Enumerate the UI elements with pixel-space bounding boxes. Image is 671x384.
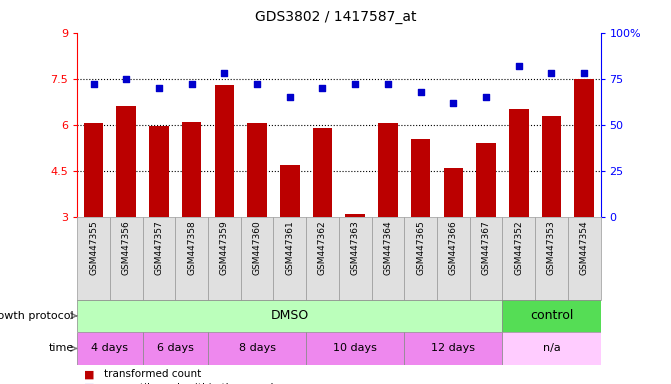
Text: GSM447364: GSM447364 — [383, 220, 393, 275]
Bar — [280, 165, 299, 217]
Text: ■: ■ — [84, 369, 95, 379]
Point — [317, 85, 328, 91]
Point — [546, 70, 557, 76]
Text: ■: ■ — [84, 383, 95, 384]
FancyBboxPatch shape — [339, 217, 372, 300]
Text: transformed count: transformed count — [104, 369, 201, 379]
Point — [448, 99, 459, 106]
FancyBboxPatch shape — [241, 217, 274, 300]
Bar — [541, 116, 561, 217]
Text: GSM447357: GSM447357 — [154, 220, 164, 275]
Text: DMSO: DMSO — [270, 310, 309, 322]
FancyBboxPatch shape — [77, 217, 110, 300]
Point — [382, 81, 393, 87]
Bar — [503, 332, 601, 365]
Text: 6 days: 6 days — [157, 343, 194, 354]
Point — [252, 81, 262, 87]
Text: growth protocol: growth protocol — [0, 311, 74, 321]
FancyBboxPatch shape — [142, 217, 175, 300]
Bar — [378, 123, 398, 217]
Bar — [77, 300, 503, 332]
Text: GSM447366: GSM447366 — [449, 220, 458, 275]
Bar — [574, 79, 594, 217]
Bar — [503, 300, 601, 332]
FancyBboxPatch shape — [568, 217, 601, 300]
Text: n/a: n/a — [543, 343, 560, 354]
FancyBboxPatch shape — [470, 217, 503, 300]
Text: 10 days: 10 days — [333, 343, 377, 354]
Bar — [444, 168, 463, 217]
Bar — [306, 332, 404, 365]
FancyBboxPatch shape — [274, 217, 306, 300]
Text: GSM447355: GSM447355 — [89, 220, 98, 275]
FancyBboxPatch shape — [306, 217, 339, 300]
Point — [513, 63, 524, 69]
Point — [415, 89, 426, 95]
FancyBboxPatch shape — [110, 217, 142, 300]
FancyBboxPatch shape — [503, 217, 535, 300]
Bar — [84, 123, 103, 217]
Bar — [313, 128, 332, 217]
Bar — [476, 143, 496, 217]
Text: GSM447362: GSM447362 — [318, 220, 327, 275]
FancyBboxPatch shape — [404, 217, 437, 300]
Point — [285, 94, 295, 100]
Bar — [182, 122, 201, 217]
Text: GSM447365: GSM447365 — [416, 220, 425, 275]
FancyBboxPatch shape — [372, 217, 404, 300]
Bar — [149, 126, 169, 217]
Bar — [215, 85, 234, 217]
Text: GSM447358: GSM447358 — [187, 220, 196, 275]
FancyBboxPatch shape — [437, 217, 470, 300]
FancyBboxPatch shape — [535, 217, 568, 300]
Text: 8 days: 8 days — [239, 343, 276, 354]
Bar — [509, 109, 529, 217]
Text: GSM447352: GSM447352 — [514, 220, 523, 275]
Text: GSM447353: GSM447353 — [547, 220, 556, 275]
Point — [154, 85, 164, 91]
Text: GSM447354: GSM447354 — [580, 220, 588, 275]
Text: GSM447367: GSM447367 — [482, 220, 491, 275]
Text: GSM447361: GSM447361 — [285, 220, 295, 275]
Bar — [346, 214, 365, 217]
Text: GDS3802 / 1417587_at: GDS3802 / 1417587_at — [255, 10, 416, 23]
Text: 4 days: 4 days — [91, 343, 128, 354]
Point — [187, 81, 197, 87]
Text: GSM447363: GSM447363 — [351, 220, 360, 275]
Bar — [404, 332, 503, 365]
Bar — [248, 123, 267, 217]
FancyBboxPatch shape — [175, 217, 208, 300]
Text: GSM447360: GSM447360 — [252, 220, 262, 275]
Point — [219, 70, 229, 76]
Text: GSM447356: GSM447356 — [121, 220, 131, 275]
Text: GSM447359: GSM447359 — [220, 220, 229, 275]
Bar — [411, 139, 430, 217]
Bar — [142, 332, 208, 365]
Text: percentile rank within the sample: percentile rank within the sample — [104, 383, 280, 384]
Point — [480, 94, 491, 100]
Point — [579, 70, 590, 76]
Bar — [208, 332, 306, 365]
FancyBboxPatch shape — [208, 217, 241, 300]
Bar — [77, 332, 142, 365]
Bar — [117, 106, 136, 217]
Point — [88, 81, 99, 87]
Point — [350, 81, 360, 87]
Text: control: control — [530, 310, 573, 322]
Text: time: time — [48, 343, 74, 354]
Text: 12 days: 12 days — [431, 343, 475, 354]
Point — [121, 76, 132, 82]
